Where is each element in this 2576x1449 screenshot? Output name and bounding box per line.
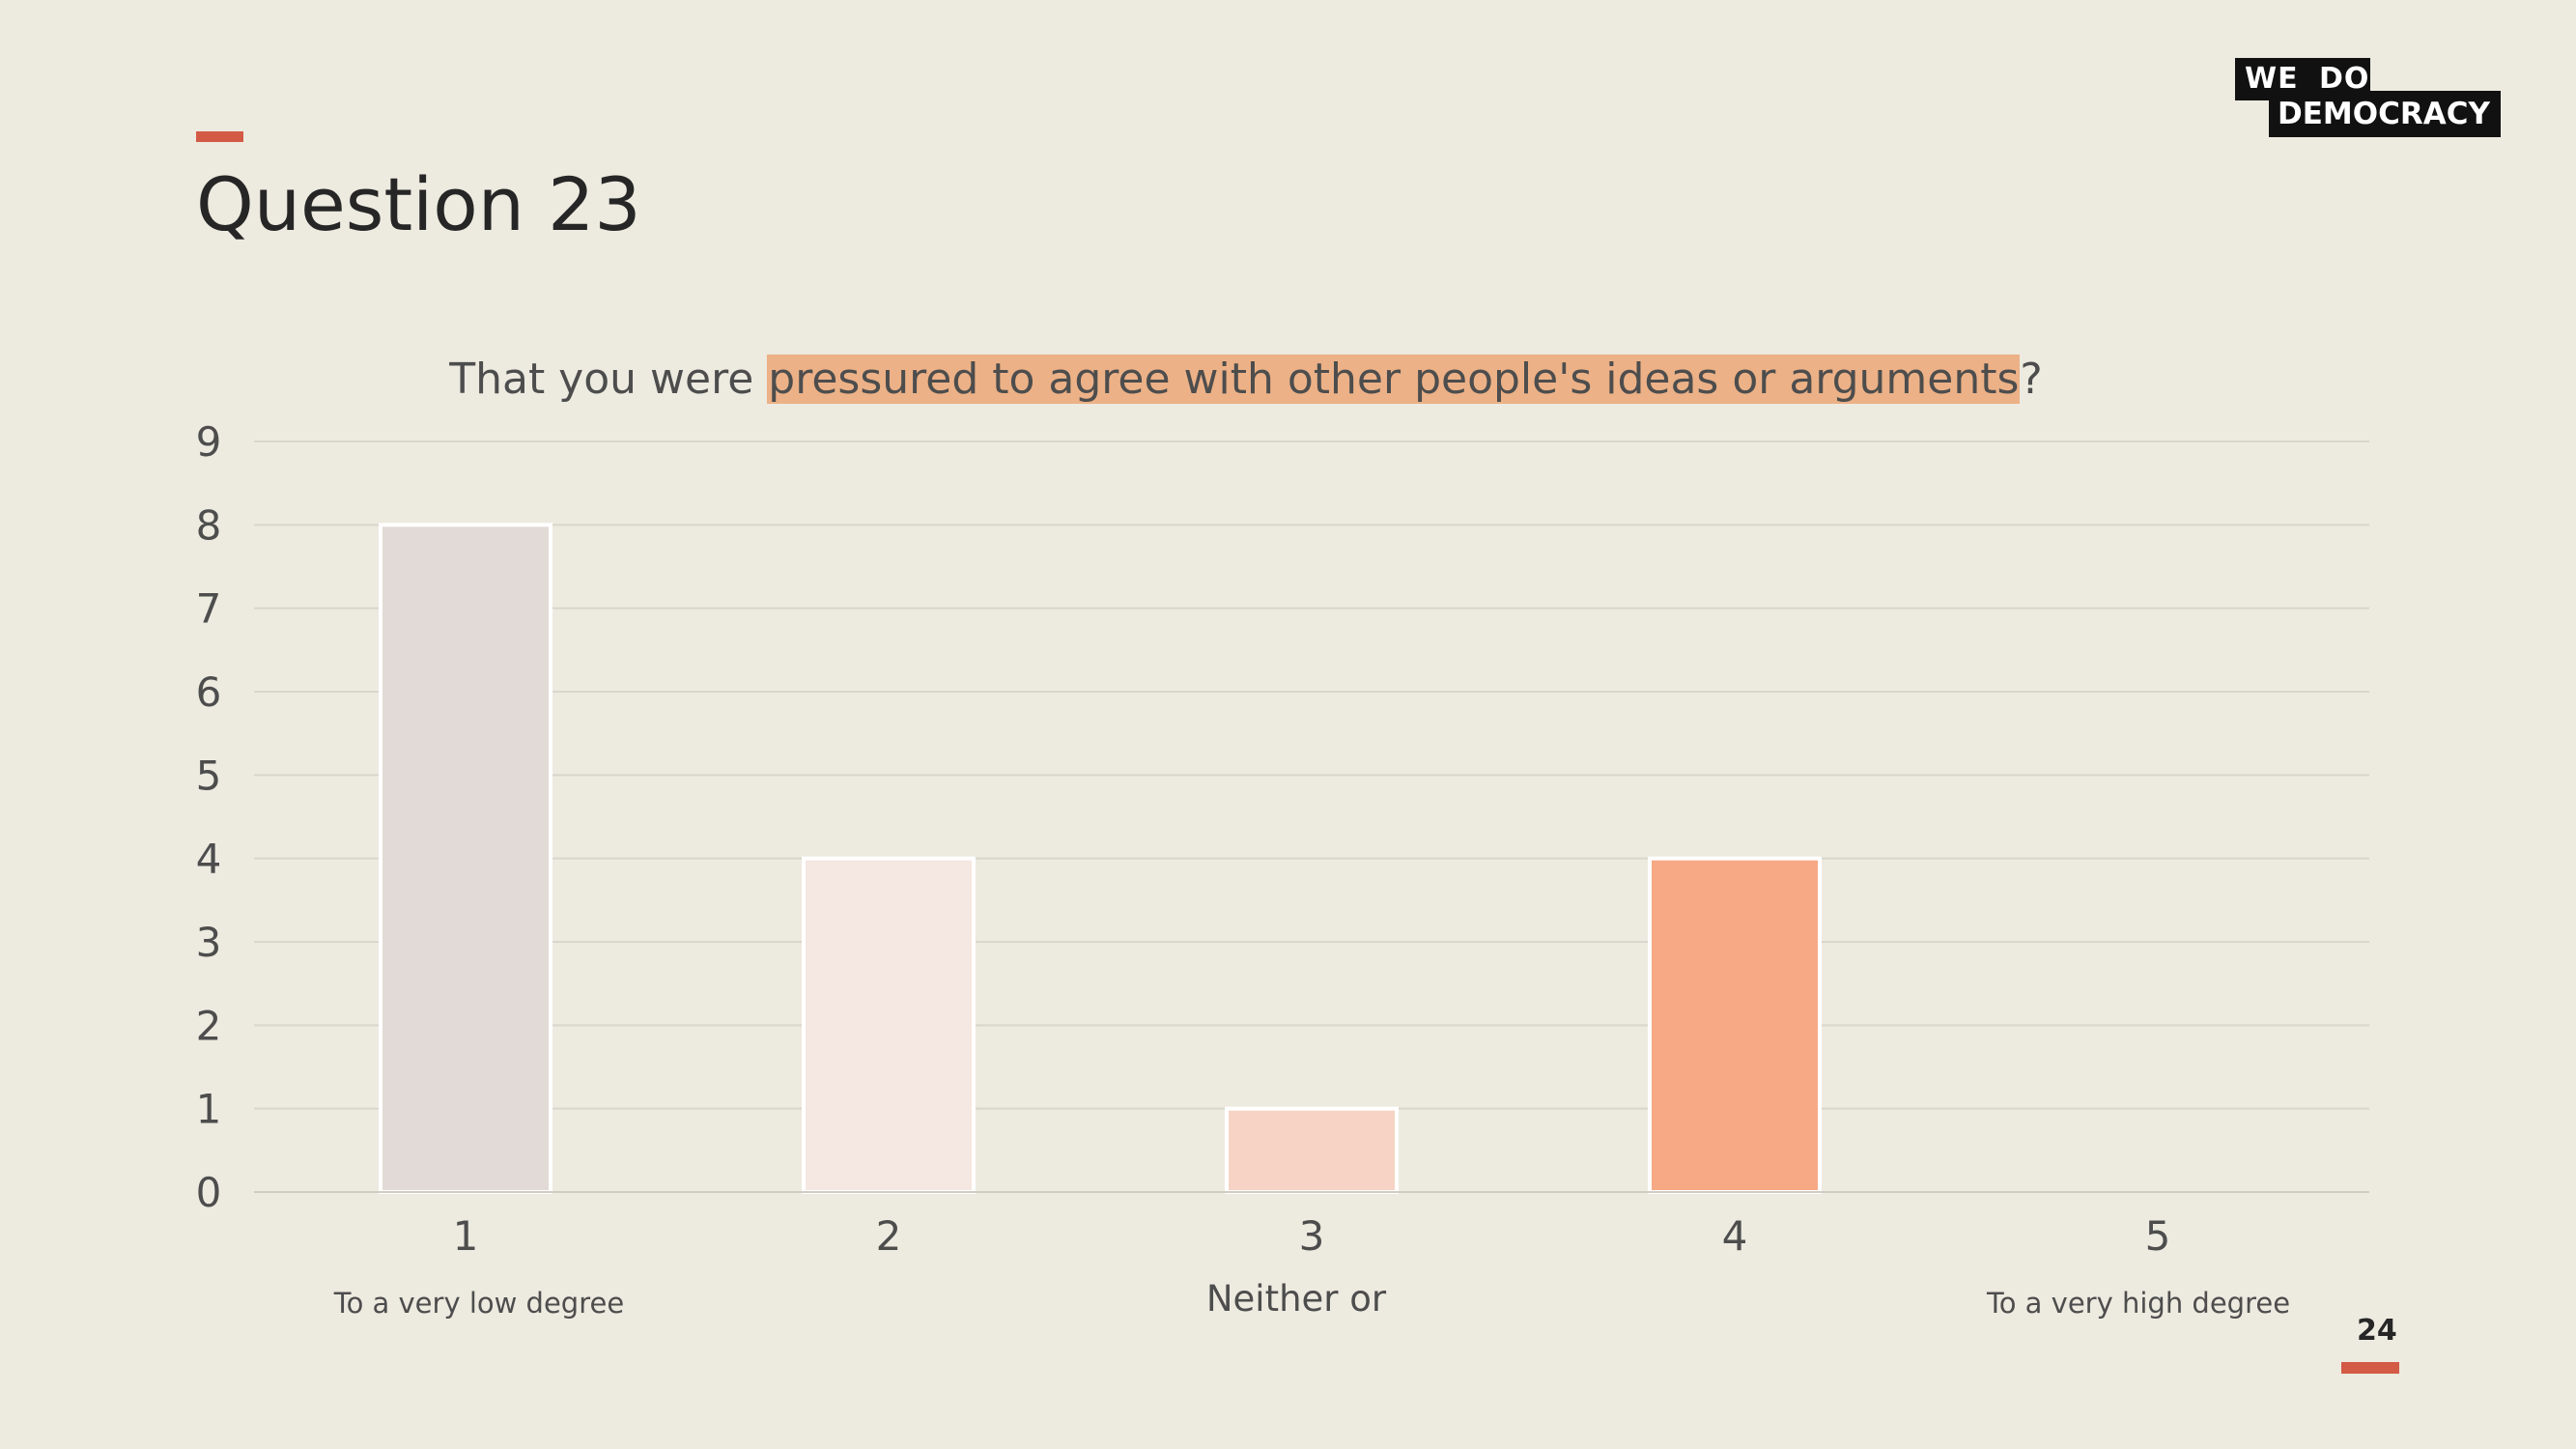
y-tick-label-8: 8 xyxy=(196,501,222,549)
accent-bar-top xyxy=(196,131,243,142)
y-tick-label-4: 4 xyxy=(196,836,222,883)
question-highlight: pressured to agree with other people's i… xyxy=(767,355,2021,404)
x-tick-label-3: 3 xyxy=(1299,1212,1325,1260)
y-tick-label-3: 3 xyxy=(196,919,222,966)
category-sublabel-5: To a very high degree xyxy=(1986,1287,2290,1320)
y-tick-label-1: 1 xyxy=(196,1086,222,1133)
bar-3 xyxy=(1225,1106,1399,1194)
y-tick-label-0: 0 xyxy=(196,1169,222,1216)
we-do-democracy-logo: WE DO DEMOCRACY xyxy=(2235,58,2501,137)
bar-1 xyxy=(379,523,552,1194)
page-number: 24 xyxy=(2357,1314,2397,1348)
y-tick-label-9: 9 xyxy=(196,418,222,466)
x-tick-label-5: 5 xyxy=(2145,1212,2171,1260)
x-tick-label-2: 2 xyxy=(876,1212,902,1260)
question-prefix: That you were xyxy=(449,355,768,404)
logo-word-do: DO xyxy=(2319,62,2370,96)
y-tick-label-6: 6 xyxy=(196,668,222,716)
logo-word-democracy: DEMOCRACY xyxy=(2269,91,2501,137)
accent-bar-bottom xyxy=(2341,1362,2399,1374)
bar-2 xyxy=(802,856,976,1195)
page-title: Question 23 xyxy=(196,161,641,247)
category-sublabel-3: Neither or xyxy=(1206,1278,1387,1320)
question-suffix: ? xyxy=(2020,355,2043,404)
y-tick-label-5: 5 xyxy=(196,752,222,799)
chart-question: That you were pressured to agree with ot… xyxy=(0,348,2492,412)
bar-4 xyxy=(1648,856,1822,1195)
x-tick-label-1: 1 xyxy=(453,1212,479,1260)
y-tick-label-7: 7 xyxy=(196,585,222,633)
logo-word-we: WE xyxy=(2245,62,2299,96)
category-sublabel-1: To a very low degree xyxy=(333,1287,624,1320)
y-tick-label-2: 2 xyxy=(196,1002,222,1049)
x-tick-label-4: 4 xyxy=(1722,1212,1748,1260)
